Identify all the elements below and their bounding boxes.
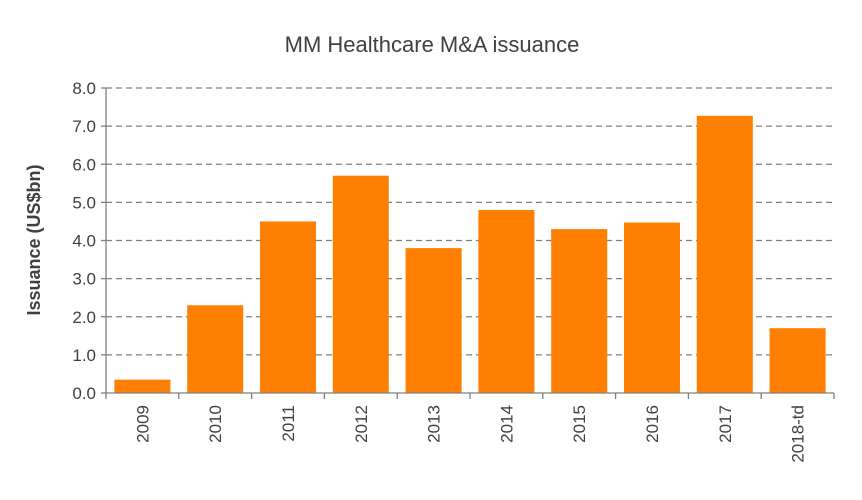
x-tick-label: 2010 <box>206 405 225 443</box>
bar-2017 <box>696 115 753 394</box>
x-tick-label: 2013 <box>425 405 444 443</box>
bar-2013 <box>405 248 462 393</box>
x-tick-label: 2015 <box>570 405 589 443</box>
bars <box>114 115 826 394</box>
y-axis-label: Issuance (US$bn) <box>24 164 44 315</box>
x-tick-label: 2012 <box>352 405 371 443</box>
bar-2015 <box>551 229 608 393</box>
y-tick-label: 6.0 <box>72 155 96 174</box>
y-tick-label: 5.0 <box>72 193 96 212</box>
x-tick-label: 2014 <box>497 405 516 443</box>
y-tick-label: 0.0 <box>72 384 96 403</box>
y-tick-label: 1.0 <box>72 346 96 365</box>
x-tick-label: 2009 <box>133 405 152 443</box>
x-tick-labels: 2009 2010 2011 2012 2013 2014 2015 2016 2017 2018… <box>133 405 807 463</box>
bar-2009 <box>114 379 171 393</box>
axes <box>101 87 835 399</box>
y-tick-labels: 0.0 1.0 2.0 3.0 4.0 5.0 6.0 7.0 8.0 <box>72 79 96 403</box>
y-tick-label: 2.0 <box>72 308 96 327</box>
bar-2012 <box>332 175 389 393</box>
bar-2016 <box>623 222 681 393</box>
bar-2014 <box>478 210 535 393</box>
y-tick-label: 7.0 <box>72 117 96 136</box>
bar-2011 <box>259 221 317 393</box>
bar-2010 <box>187 305 244 393</box>
x-tick-label: 2016 <box>643 405 662 443</box>
y-tick-label: 4.0 <box>72 232 96 251</box>
y-tick-label: 8.0 <box>72 79 96 98</box>
bar-2018-td <box>769 328 826 393</box>
chart-title: MM Healthcare M&A issuance <box>285 32 580 57</box>
x-tick-label: 2011 <box>279 405 298 442</box>
y-tick-label: 3.0 <box>72 270 96 289</box>
x-tick-label: 2018-td <box>789 405 808 463</box>
x-tick-label: 2017 <box>716 405 735 443</box>
